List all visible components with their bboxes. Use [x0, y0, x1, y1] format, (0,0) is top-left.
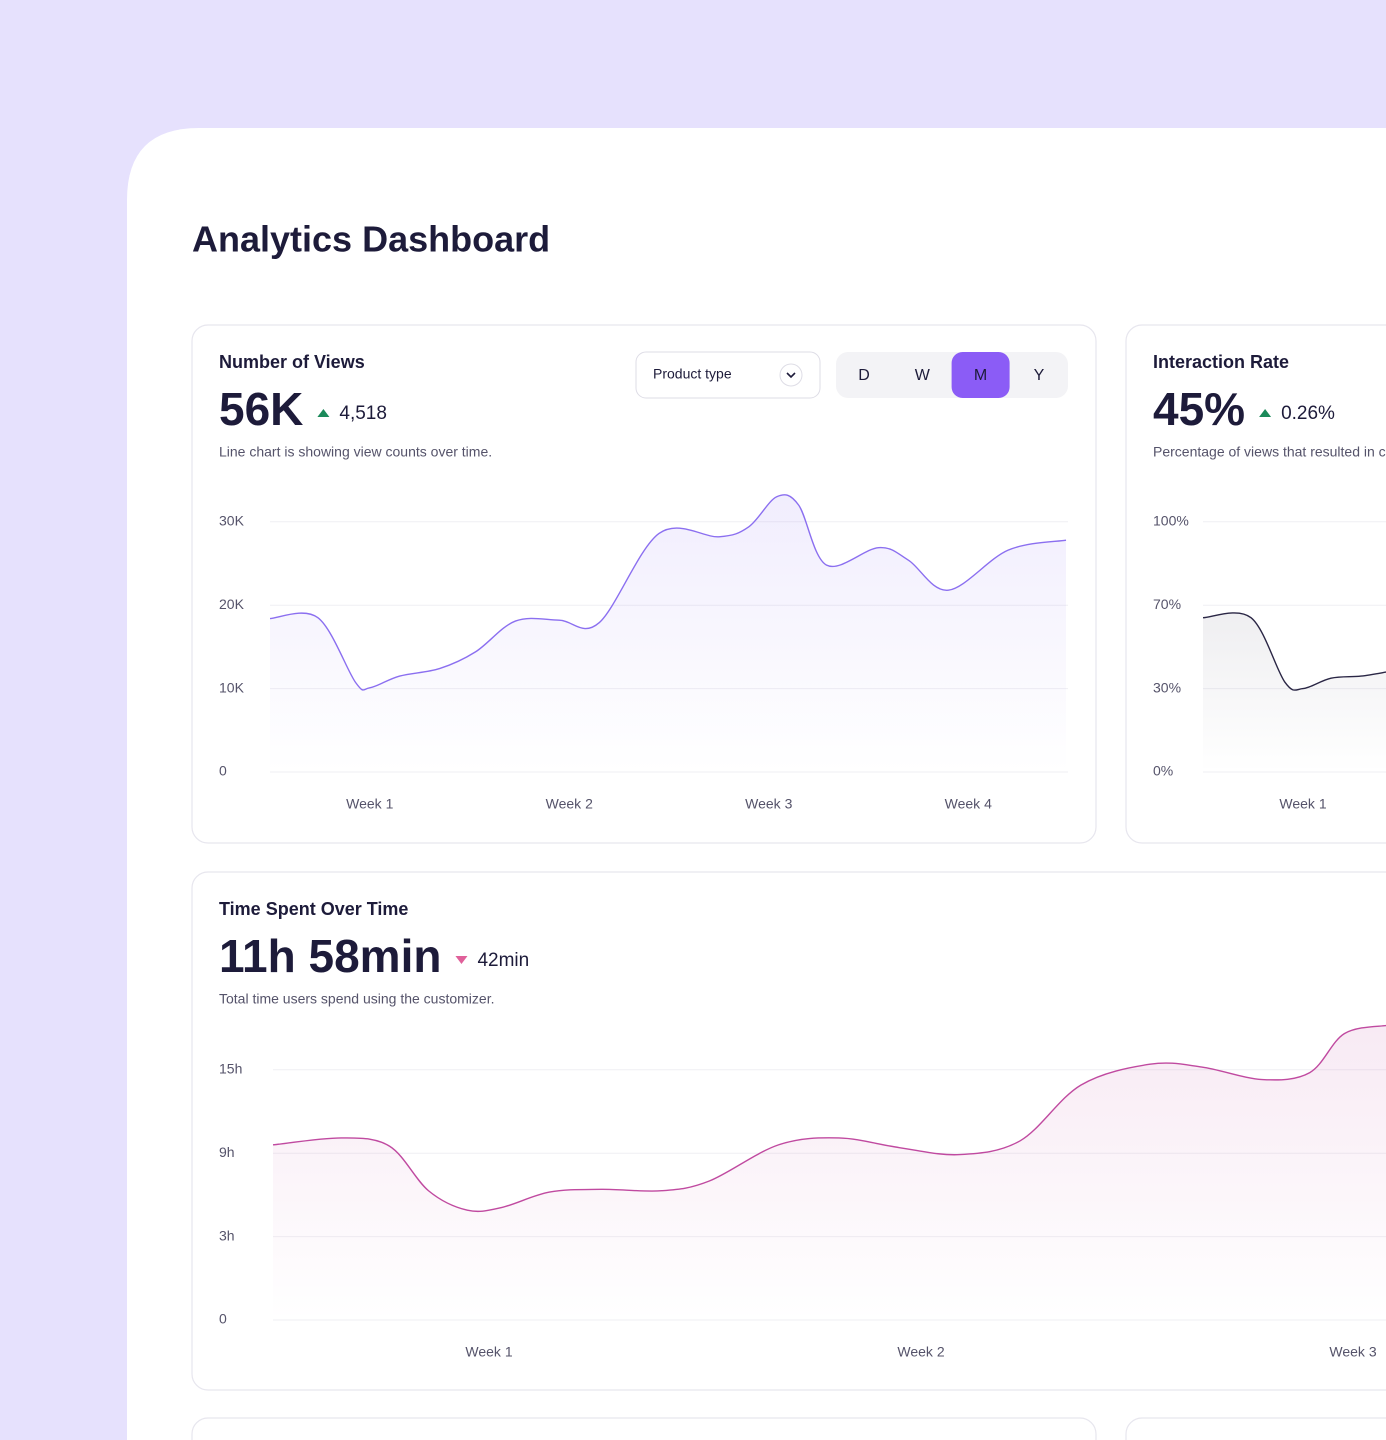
area: [273, 1025, 1386, 1320]
dropdown-label[interactable]: Product type: [653, 366, 732, 382]
y-tick-label: 3h: [219, 1227, 235, 1243]
chart-card: Number of Views 56K 4,518 Line chart is sho…: [191, 324, 1097, 844]
arrow-up: [1259, 409, 1272, 417]
period-button[interactable]: M: [951, 352, 1010, 398]
x-tick-label: Week 1: [465, 1344, 512, 1360]
x-tick-label: Week 3: [1329, 1344, 1376, 1360]
period-label[interactable]: M: [974, 367, 987, 384]
period-label[interactable]: Y: [1034, 367, 1045, 384]
y-tick-label: 0%: [1153, 763, 1173, 779]
period-button[interactable]: W: [915, 367, 931, 384]
card-title: Interaction Rate: [1153, 352, 1289, 372]
y-tick-label: 9h: [219, 1144, 235, 1160]
page-title: Analytics Dashboard: [192, 219, 550, 260]
description: Line chart is showing view counts over t…: [219, 444, 492, 460]
card: [1125, 1417, 1386, 1440]
period-active[interactable]: [951, 352, 1010, 398]
arrow-down: [455, 956, 468, 964]
card-title: Time Spent Over Time: [219, 899, 408, 919]
area: [1203, 612, 1386, 772]
chart-card: Time Spent Over Time 11h 58min 42min Total …: [191, 871, 1386, 1391]
period-button[interactable]: Y: [1034, 367, 1045, 384]
chart-card: Interaction Rate 45% 0.26% Percentage of vi…: [1125, 324, 1386, 844]
dropdown-icon[interactable]: [779, 363, 803, 387]
x-tick-label: Week 3: [745, 796, 792, 812]
x-tick-label: Week 2: [897, 1344, 944, 1360]
period-label[interactable]: W: [915, 367, 931, 384]
description: Total time users spend using the customi…: [219, 991, 494, 1007]
dropdown[interactable]: Product type: [635, 351, 821, 399]
dropdown-box[interactable]: [635, 351, 821, 399]
y-tick-label: 100%: [1153, 513, 1189, 529]
area: [270, 494, 1067, 772]
metric-value: 56K: [219, 383, 303, 435]
period-label[interactable]: D: [858, 367, 870, 384]
chevron[interactable]: [786, 372, 796, 379]
y-tick-label: 0: [219, 763, 227, 779]
metric-change: 0.26%: [1281, 403, 1335, 424]
line: [1202, 612, 1386, 691]
description: Percentage of views that resulted in c: [1153, 444, 1386, 460]
y-tick-label: 70%: [1153, 596, 1181, 612]
period-button[interactable]: D: [858, 367, 870, 384]
y-tick-label: 30%: [1153, 679, 1181, 695]
x-tick-label: Week 2: [546, 796, 593, 812]
card-title: Number of Views: [219, 352, 365, 372]
metric-change: 4,518: [339, 403, 387, 424]
card: [191, 1417, 1097, 1440]
metric-value: 11h 58min: [219, 930, 441, 982]
y-tick-label: 0: [219, 1311, 227, 1327]
x-tick-label: Week 1: [346, 796, 393, 812]
x-tick-label: Week 1: [1279, 796, 1326, 812]
y-tick-label: 30K: [219, 513, 245, 529]
line: [272, 1024, 1386, 1213]
line: [269, 494, 1067, 691]
metric-value: 45%: [1153, 383, 1245, 435]
metric-change: 42min: [477, 950, 529, 971]
y-tick-label: 15h: [219, 1061, 242, 1077]
x-tick-label: Week 4: [945, 796, 992, 812]
arrow-up: [317, 409, 330, 417]
y-tick-label: 10K: [219, 679, 245, 695]
y-tick-label: 20K: [219, 596, 245, 612]
